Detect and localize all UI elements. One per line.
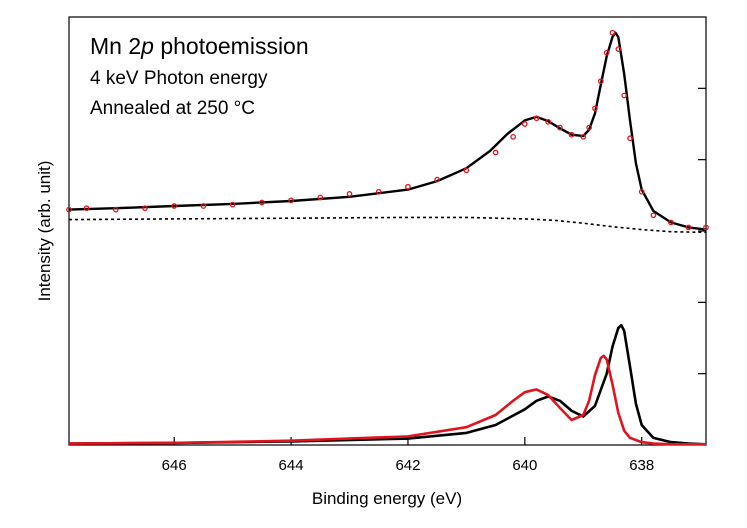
data-point: [463, 167, 470, 174]
component-line-black: [68, 323, 707, 446]
data-point: [621, 92, 628, 99]
axis-ticks: 646 644 642 640 638: [162, 87, 706, 474]
data-point: [346, 191, 353, 197]
x-tick-label: 646: [162, 457, 187, 474]
annotation-photon-energy: 4 keV Photon energy: [90, 68, 268, 89]
component-line-red: [68, 354, 706, 446]
data-point: [638, 188, 645, 195]
x-tick-label: 642: [395, 457, 420, 474]
data-point: [609, 29, 616, 36]
annotation-annealed: Annealed at 250 °C: [90, 98, 255, 119]
data-point: [615, 46, 622, 52]
data-point: [603, 49, 610, 56]
data-point: [492, 149, 499, 156]
data-point: [405, 183, 411, 190]
data-point: [317, 194, 324, 201]
data-point: [592, 105, 598, 112]
x-tick-label: 644: [279, 457, 304, 474]
data-point: [375, 188, 382, 195]
data-point: [288, 197, 294, 204]
background-line-layer: [68, 216, 707, 234]
data-point: [685, 224, 692, 231]
data-point: [521, 121, 528, 127]
component-lines-layer: [68, 323, 707, 446]
data-point: [112, 206, 119, 213]
data-point: [229, 201, 236, 208]
x-axis-label: Binding energy (eV): [312, 489, 462, 508]
data-point: [586, 124, 592, 131]
data-point: [66, 206, 72, 213]
data-point: [627, 135, 633, 142]
data-point: [200, 203, 207, 209]
background-line: [68, 216, 707, 234]
data-point: [533, 115, 540, 122]
chart-title: Mn 2p photoemission: [90, 33, 309, 59]
data-point: [568, 131, 575, 138]
fit-line: [68, 31, 707, 231]
data-point: [580, 133, 587, 140]
data-point: [557, 124, 563, 131]
data-point: [703, 224, 709, 231]
data-points-layer: [66, 29, 709, 231]
data-point: [142, 205, 148, 212]
data-point: [434, 176, 441, 183]
x-tick-label: 638: [629, 457, 654, 474]
y-axis-label: Intensity (arb. unit): [35, 161, 54, 302]
data-point: [597, 78, 604, 85]
data-point: [510, 133, 516, 140]
x-tick-label: 640: [512, 457, 537, 474]
data-point: [650, 212, 657, 219]
data-point: [668, 219, 674, 226]
fit-line-layer: [68, 31, 707, 231]
data-point: [83, 205, 90, 212]
data-point: [259, 199, 265, 206]
data-point: [171, 203, 178, 209]
data-point: [545, 119, 552, 125]
